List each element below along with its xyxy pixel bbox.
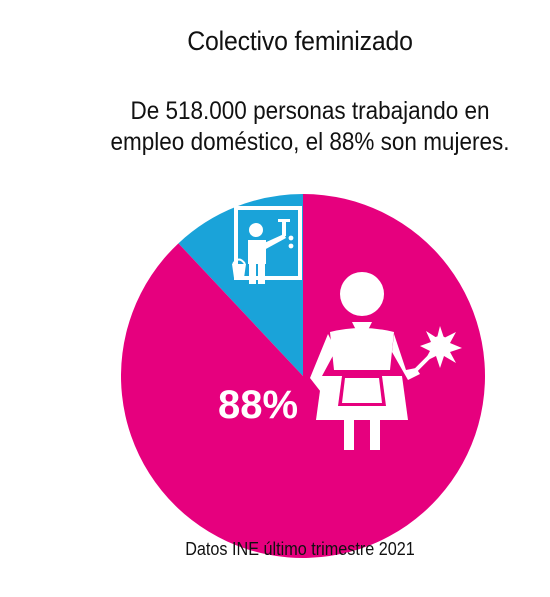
chart-subtitle: De 518.000 personas trabajando en empleo…	[31, 96, 550, 158]
pie-slice-mujeres	[121, 194, 486, 558]
subtitle-line-1: De 518.000 personas trabajando en	[130, 97, 490, 125]
chart-title: Colectivo feminizado	[187, 26, 413, 56]
man-cleaning-window-icon	[232, 206, 302, 284]
data-label-88: 88%	[218, 383, 298, 427]
subtitle-line-2: empleo doméstico, el 88% son mujeres.	[110, 128, 510, 156]
source-note: Datos INE último trimestre 2021	[185, 539, 415, 559]
pie-slices	[121, 194, 486, 558]
pie-slice-otros	[178, 194, 303, 376]
woman-with-duster-icon	[310, 272, 462, 450]
